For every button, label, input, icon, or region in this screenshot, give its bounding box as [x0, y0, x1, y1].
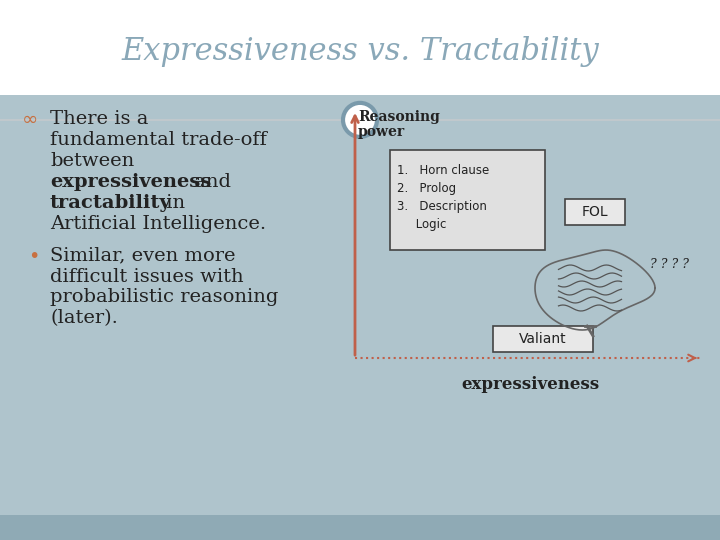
- Text: Similar, even more: Similar, even more: [50, 246, 235, 265]
- Text: (later).: (later).: [50, 309, 118, 327]
- Text: between: between: [50, 152, 134, 170]
- Text: There is a: There is a: [50, 110, 148, 128]
- Text: power: power: [358, 125, 405, 139]
- Text: FOL: FOL: [582, 205, 608, 219]
- Text: 2.   Prolog: 2. Prolog: [397, 182, 456, 195]
- Text: Artificial Intelligence.: Artificial Intelligence.: [50, 215, 266, 233]
- Text: and: and: [188, 173, 231, 191]
- Text: •: •: [28, 246, 40, 266]
- Text: 3.   Description: 3. Description: [397, 200, 487, 213]
- Text: probabilistic reasoning: probabilistic reasoning: [50, 288, 279, 307]
- Bar: [565, 199, 625, 225]
- Text: in: in: [160, 194, 185, 212]
- Text: expressiveness: expressiveness: [50, 173, 211, 191]
- Text: difficult issues with: difficult issues with: [50, 267, 243, 286]
- Text: 1.   Horn clause: 1. Horn clause: [397, 164, 490, 177]
- Bar: [0, 0, 720, 120]
- Bar: [0, 95, 720, 515]
- Circle shape: [344, 104, 376, 136]
- Text: ? ? ? ?: ? ? ? ?: [650, 259, 689, 272]
- Text: expressiveness: expressiveness: [461, 376, 599, 393]
- Text: fundamental trade-off: fundamental trade-off: [50, 131, 267, 149]
- Polygon shape: [535, 250, 655, 330]
- Bar: [390, 150, 545, 250]
- Text: Logic: Logic: [397, 218, 446, 231]
- Text: ∞: ∞: [22, 110, 38, 129]
- Bar: [0, 515, 720, 540]
- Text: Reasoning: Reasoning: [358, 110, 440, 124]
- Text: Valiant: Valiant: [519, 332, 567, 346]
- Bar: [493, 326, 593, 352]
- Text: Expressiveness vs. Tractability: Expressiveness vs. Tractability: [121, 36, 599, 68]
- Text: tractability: tractability: [50, 194, 172, 212]
